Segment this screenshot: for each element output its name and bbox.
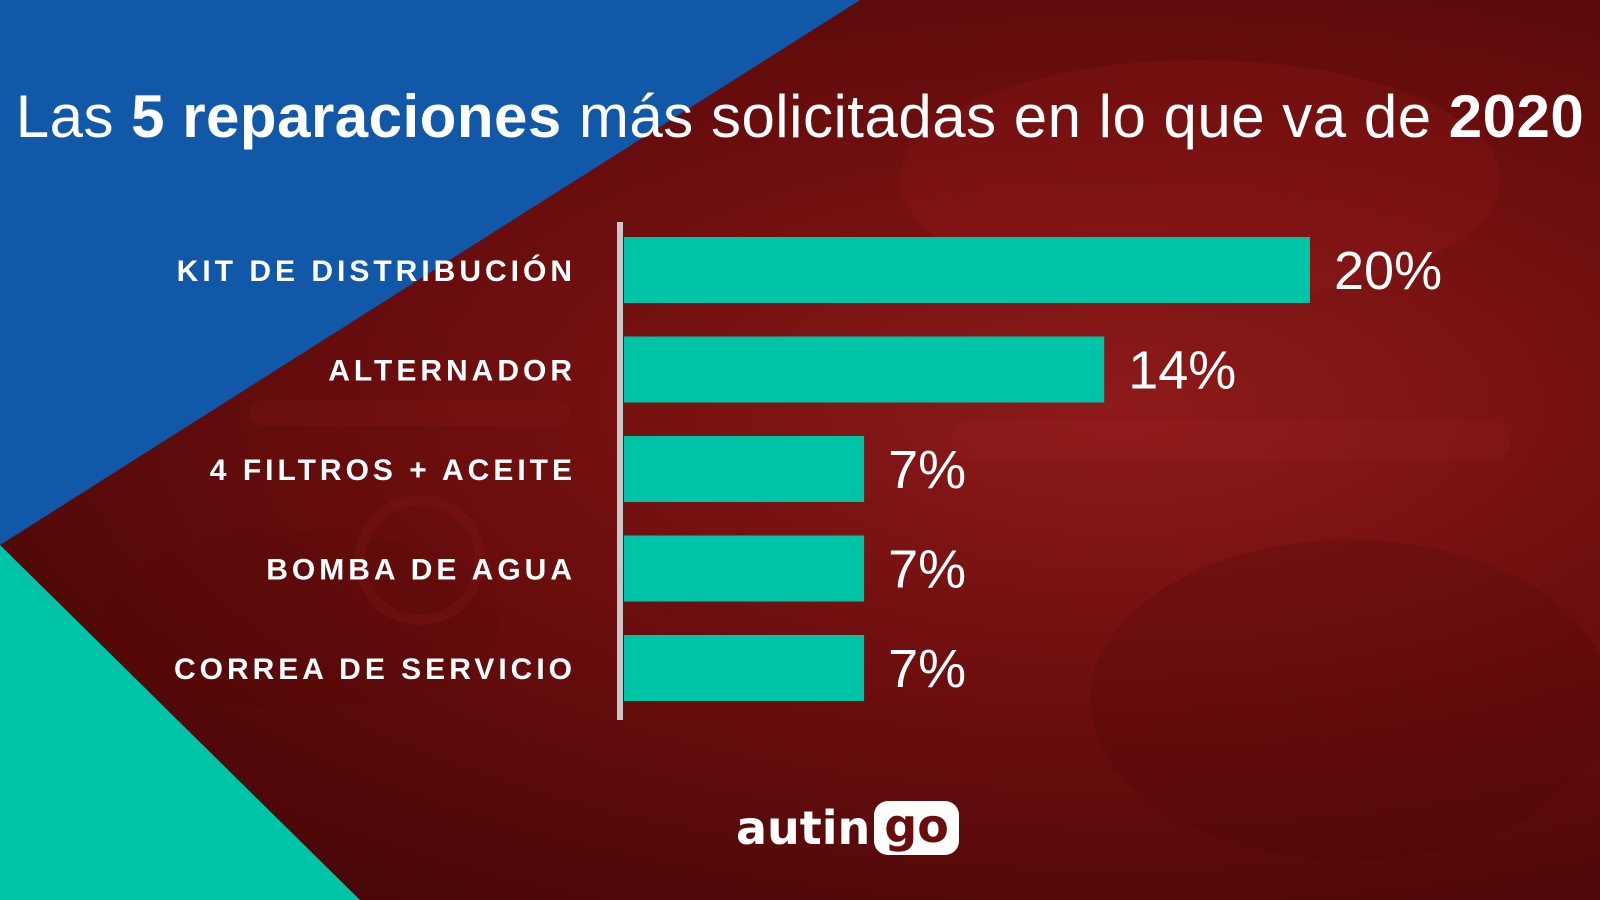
category-label: ALTERNADOR (328, 355, 576, 388)
category-label: CORREA DE SERVICIO (174, 653, 576, 686)
category-label: KIT DE DISTRIBUCIÓN (177, 254, 576, 288)
bar (624, 237, 1310, 303)
value-label: 14% (1128, 341, 1236, 401)
chart-title: Las 5 reparaciones más solicitadas en lo… (15, 83, 1585, 150)
value-label: 7% (888, 440, 966, 500)
autingo-logo: autin go (736, 795, 959, 861)
value-label: 7% (888, 639, 966, 699)
bar (624, 436, 865, 502)
value-label: 20% (1334, 241, 1442, 301)
value-label: 7% (888, 540, 966, 600)
category-axis-line (617, 222, 623, 720)
category-label: 4 FILTROS + ACEITE (210, 454, 576, 487)
bar (624, 635, 865, 701)
bar (624, 336, 1105, 403)
category-label: BOMBA DE AGUA (266, 554, 576, 587)
bar (624, 535, 865, 602)
